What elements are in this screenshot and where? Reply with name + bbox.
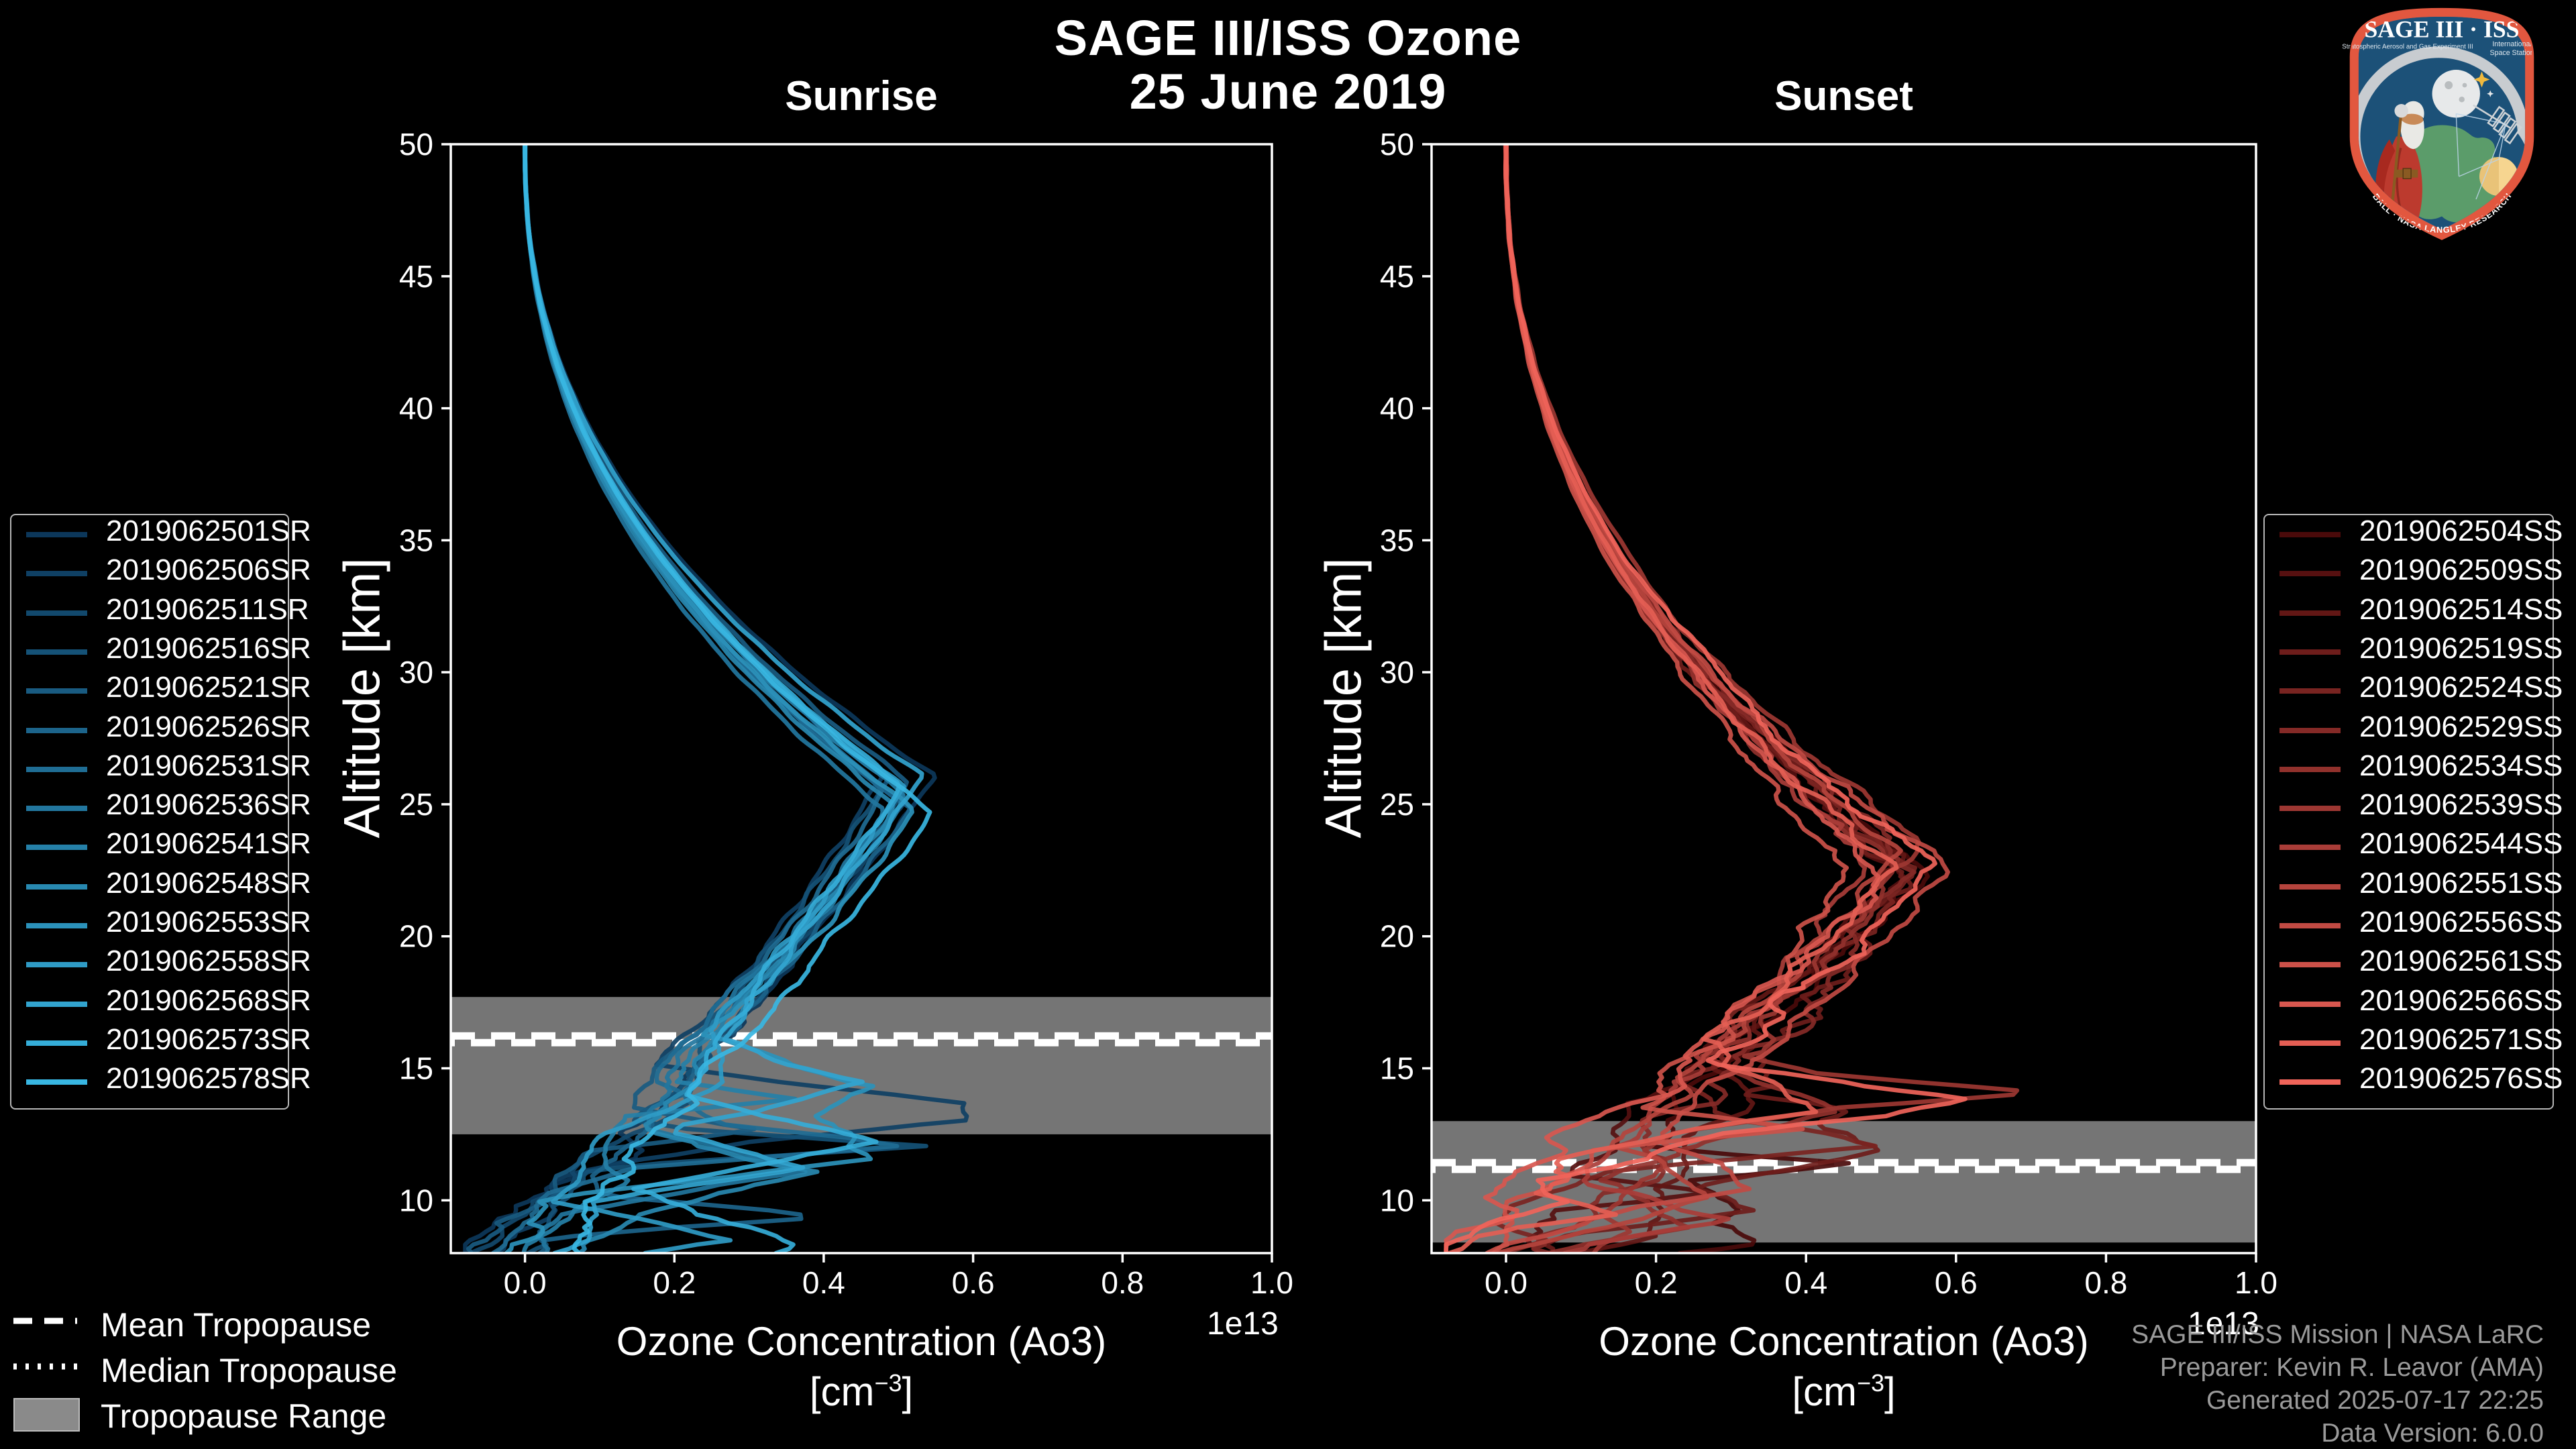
svg-text:10: 10 bbox=[399, 1183, 433, 1218]
svg-text:35: 35 bbox=[1380, 523, 1414, 557]
svg-text:50: 50 bbox=[1380, 127, 1414, 162]
svg-text:40: 40 bbox=[399, 391, 433, 426]
svg-text:0.4: 0.4 bbox=[802, 1265, 845, 1300]
svg-text:15: 15 bbox=[399, 1051, 433, 1086]
svg-text:0.2: 0.2 bbox=[1635, 1265, 1678, 1300]
svg-text:20: 20 bbox=[1380, 919, 1414, 954]
svg-text:10: 10 bbox=[1380, 1183, 1414, 1218]
svg-text:Space Station: Space Station bbox=[2490, 49, 2534, 57]
svg-text:0.8: 0.8 bbox=[1101, 1265, 1144, 1300]
svg-text:30: 30 bbox=[399, 655, 433, 690]
svg-text:15: 15 bbox=[1380, 1051, 1414, 1086]
svg-text:40: 40 bbox=[1380, 391, 1414, 426]
svg-text:0.6: 0.6 bbox=[952, 1265, 995, 1300]
svg-text:25: 25 bbox=[399, 787, 433, 822]
svg-text:0.6: 0.6 bbox=[1935, 1265, 1978, 1300]
svg-text:50: 50 bbox=[399, 127, 433, 162]
svg-text:0.0: 0.0 bbox=[504, 1265, 547, 1300]
svg-text:20: 20 bbox=[399, 919, 433, 954]
svg-text:0.2: 0.2 bbox=[653, 1265, 696, 1300]
svg-text:45: 45 bbox=[399, 259, 433, 294]
svg-text:45: 45 bbox=[1380, 259, 1414, 294]
svg-text:0.0: 0.0 bbox=[1485, 1265, 1527, 1300]
svg-text:SAGE III · ISS: SAGE III · ISS bbox=[2364, 16, 2519, 43]
svg-text:Stratospheric Aerosol and Gas: Stratospheric Aerosol and Gas Experiment… bbox=[2342, 44, 2473, 51]
svg-text:International: International bbox=[2492, 40, 2531, 48]
svg-text:1.0: 1.0 bbox=[1250, 1265, 1293, 1300]
svg-text:25: 25 bbox=[1380, 787, 1414, 822]
svg-text:0.4: 0.4 bbox=[1784, 1265, 1827, 1300]
svg-text:35: 35 bbox=[399, 523, 433, 557]
svg-text:1.0: 1.0 bbox=[2235, 1265, 2277, 1300]
svg-text:30: 30 bbox=[1380, 655, 1414, 690]
svg-text:0.8: 0.8 bbox=[2084, 1265, 2127, 1300]
